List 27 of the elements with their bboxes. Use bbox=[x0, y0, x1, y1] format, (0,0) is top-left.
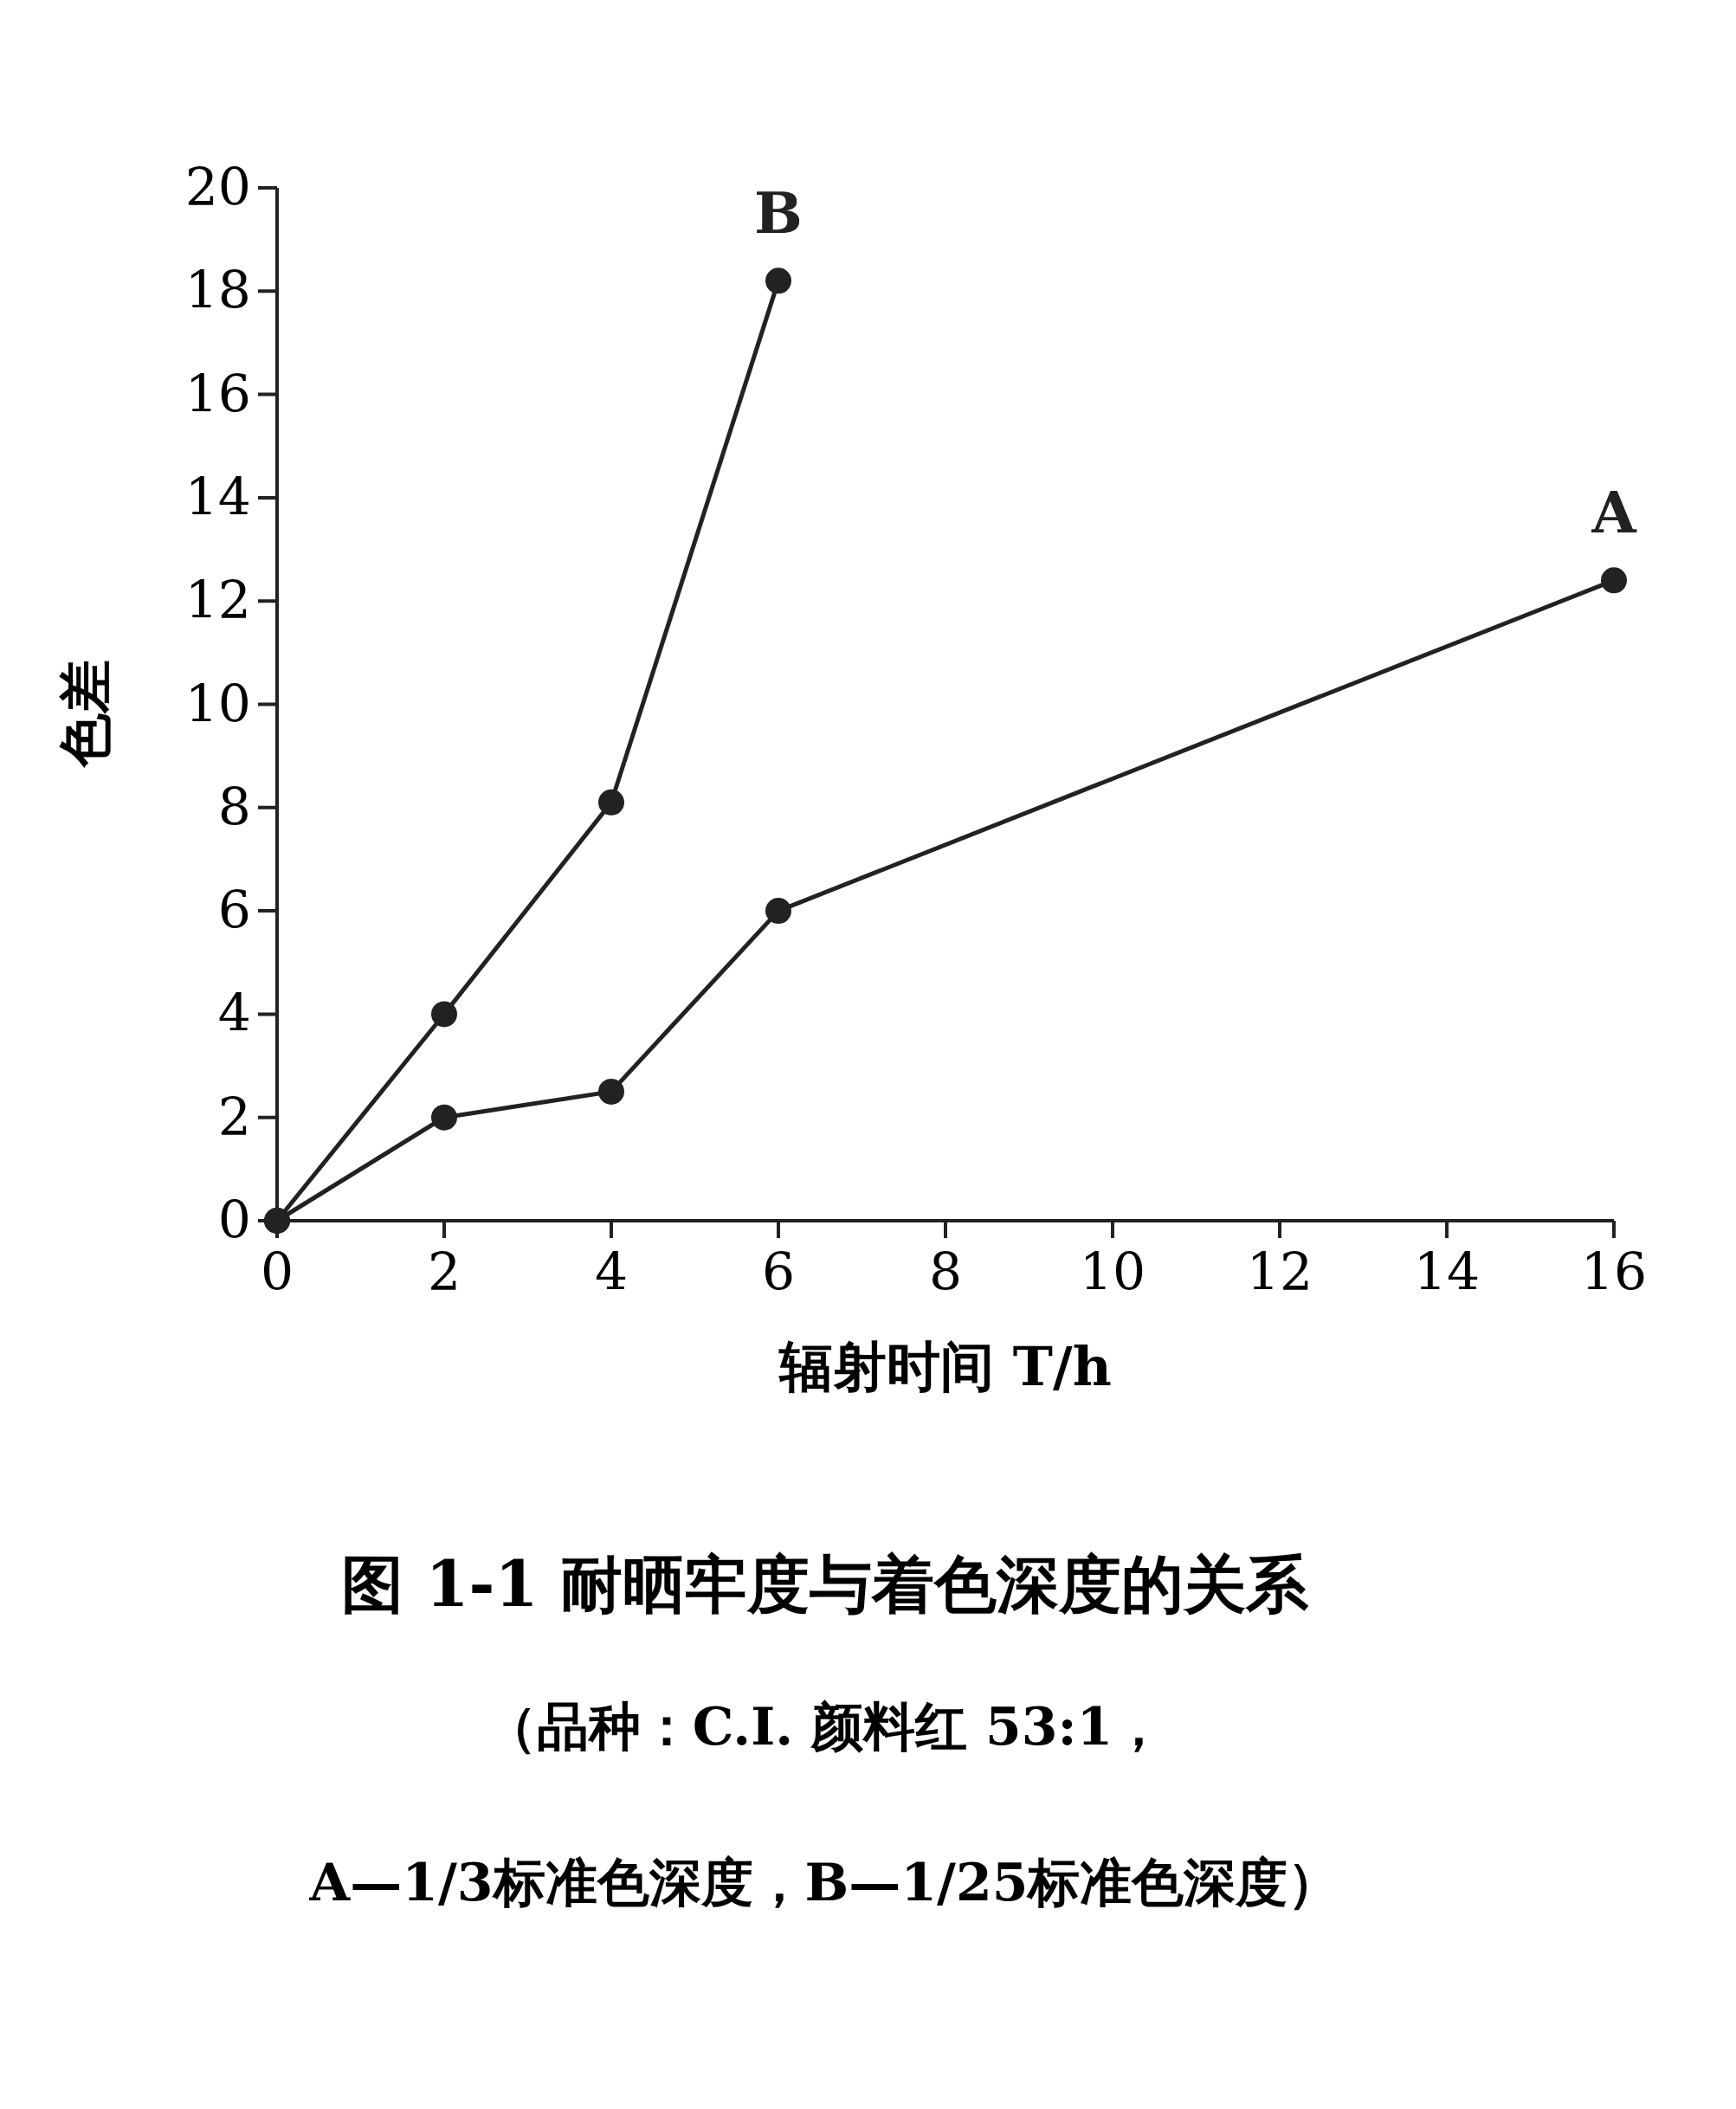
text: （品种：C.I. 颜料红 53:1， bbox=[484, 1696, 1165, 1757]
y-tick-label: 12 bbox=[184, 570, 251, 631]
y-tick-label: 2 bbox=[217, 1086, 251, 1147]
x-tick-label: 8 bbox=[928, 1242, 963, 1302]
y-tick-label: 10 bbox=[184, 673, 251, 734]
x-axis-title: 辐射时间 T/h bbox=[778, 1335, 1112, 1398]
x-tick-label: 12 bbox=[1246, 1242, 1313, 1302]
text: 图 1-1 耐晒牢度与着色深度的关系 bbox=[341, 1547, 1309, 1621]
x-tick-label: 10 bbox=[1079, 1242, 1146, 1302]
y-tick-label: 0 bbox=[217, 1190, 251, 1250]
y-tick-label: 20 bbox=[184, 157, 251, 217]
x-tick-label: 0 bbox=[260, 1242, 294, 1302]
y-tick-label: 14 bbox=[184, 466, 251, 527]
series-label: A bbox=[1591, 479, 1637, 547]
x-tick-label: 14 bbox=[1413, 1242, 1481, 1302]
y-tick-label: 6 bbox=[217, 880, 251, 941]
y-tick-label: 18 bbox=[184, 260, 251, 321]
series-label: B bbox=[754, 179, 803, 248]
x-tick-label: 2 bbox=[427, 1242, 461, 1302]
x-tick-label: 6 bbox=[761, 1242, 796, 1302]
y-tick-label: 4 bbox=[217, 983, 251, 1044]
y-tick-label: 8 bbox=[217, 776, 251, 837]
y-tick-label: 16 bbox=[184, 363, 251, 424]
text: A—1/3标准色深度，B—1/25标准色深度） bbox=[308, 1852, 1340, 1912]
y-axis-title: 色差 bbox=[54, 659, 117, 769]
x-tick-label: 4 bbox=[594, 1242, 629, 1302]
x-tick-label: 16 bbox=[1580, 1242, 1648, 1302]
